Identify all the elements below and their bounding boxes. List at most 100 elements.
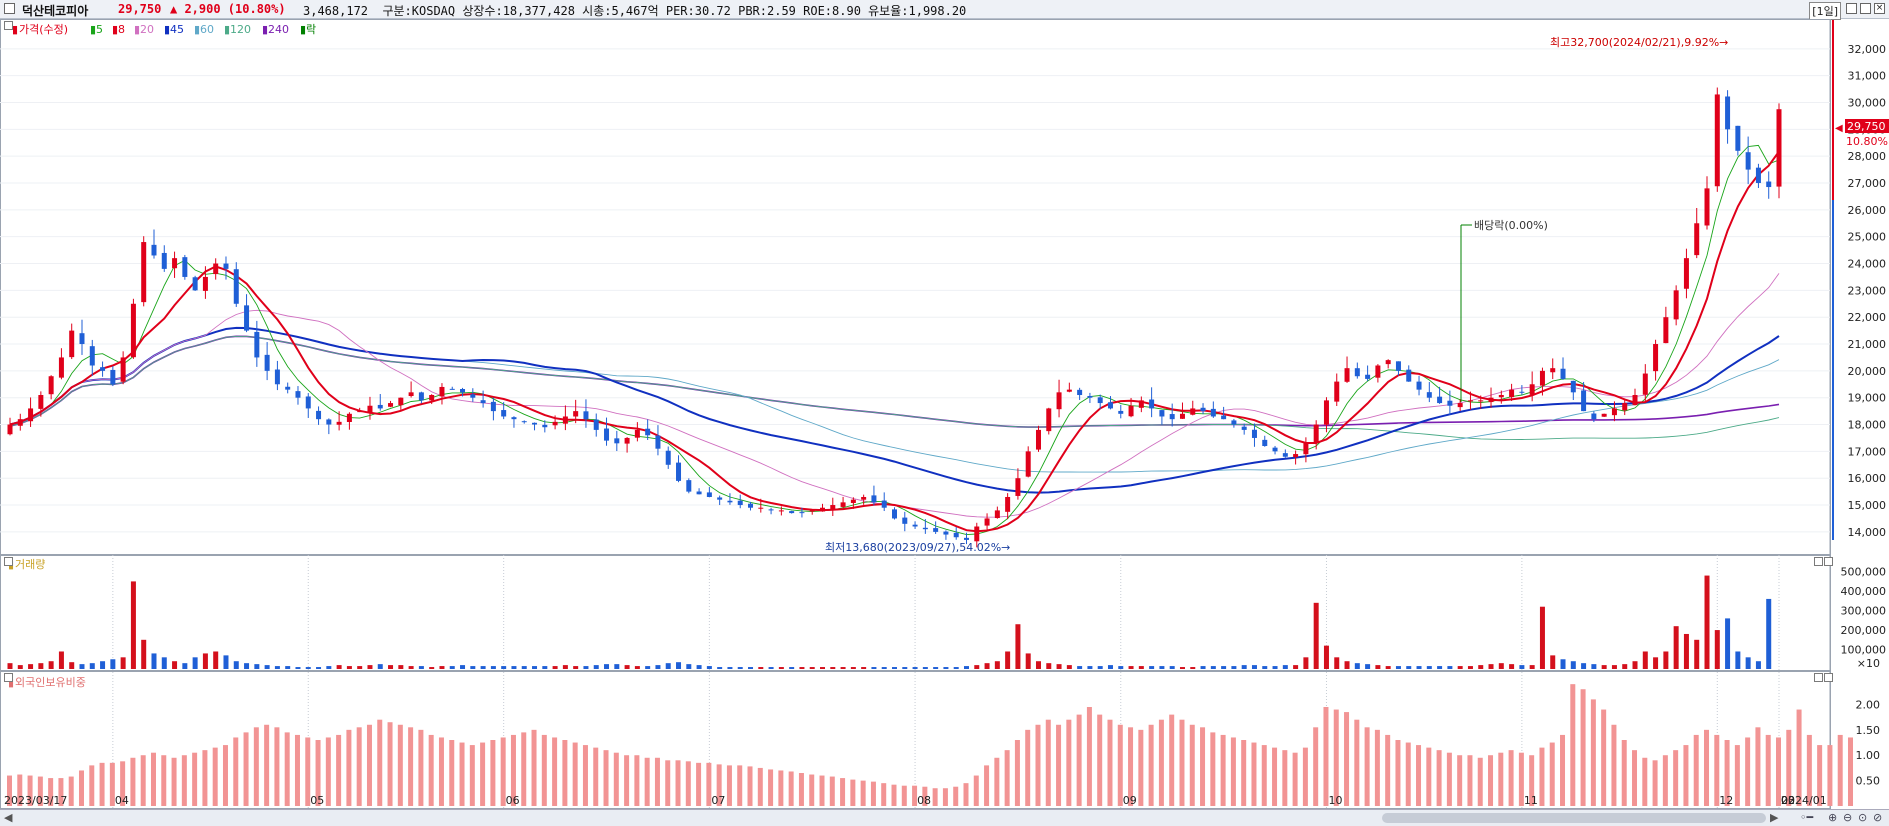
volume-bar [1149, 666, 1155, 669]
volume-bar [1457, 666, 1463, 669]
candle-body [1210, 408, 1216, 417]
candle-body [1313, 424, 1319, 443]
candle-body [1035, 429, 1041, 450]
volume-bar [1560, 659, 1566, 669]
volume-bar [449, 666, 455, 669]
volume-bar [1262, 666, 1268, 669]
candle-body [1221, 415, 1227, 420]
candle-body [346, 413, 352, 422]
volume-bar [1354, 663, 1360, 669]
foreign-bar [1169, 714, 1175, 806]
volume-unit-label: ×10 [1857, 657, 1880, 670]
foreign-tick-label: 1.00 [1856, 749, 1881, 762]
volume-panel-max-icon[interactable] [1814, 557, 1823, 566]
candle-body [1488, 397, 1494, 403]
foreign-bar [1025, 729, 1031, 806]
foreign-bar [1302, 747, 1308, 806]
volume-bar [1303, 657, 1309, 669]
foreign-bar [1014, 740, 1020, 806]
volume-bar [161, 657, 167, 669]
candle-body [655, 435, 661, 449]
scroll-thumb[interactable] [1382, 813, 1766, 823]
scroll-left-icon[interactable]: ◀ [4, 811, 13, 824]
candle-body [511, 417, 517, 420]
foreign-bar [1354, 719, 1360, 806]
volume-bar [521, 666, 527, 669]
candle-body [357, 411, 363, 413]
volume-bar [542, 666, 548, 669]
price-tick-label: 24,000 [1848, 258, 1887, 271]
date-label: 07 [711, 794, 725, 807]
volume-bar [1272, 666, 1278, 669]
volume-bar [1611, 665, 1617, 669]
candle-body [1107, 402, 1113, 409]
foreign-panel-menu-icon[interactable] [4, 673, 13, 682]
maximize-icon[interactable] [1860, 3, 1871, 14]
foreign-bar [1323, 707, 1329, 806]
foreign-bar [1179, 719, 1185, 806]
foreign-panel-max-icon[interactable] [1814, 673, 1823, 682]
scroll-right-icon[interactable]: ▶ [1770, 811, 1779, 824]
candle-body [1231, 420, 1237, 425]
candle-body [490, 401, 496, 412]
candle-body [1169, 414, 1175, 420]
price-tick-label: 27,000 [1848, 177, 1887, 190]
volume-panel-menu-icon[interactable] [4, 557, 13, 566]
foreign-bar [973, 775, 979, 806]
candle-body [1457, 403, 1463, 408]
volume-panel-close-icon[interactable] [1824, 557, 1833, 566]
foreign-bar [531, 729, 537, 806]
price-tick-label: 16,000 [1848, 472, 1887, 485]
candle-body [172, 258, 178, 269]
volume-bar [778, 667, 784, 669]
foreign-bar [613, 752, 619, 806]
candle-body [912, 524, 918, 527]
volume-bar [1581, 663, 1587, 669]
foreign-bar [469, 745, 475, 806]
volume-bar [151, 653, 157, 669]
foreign-bar [109, 762, 115, 806]
close-icon[interactable]: × [1874, 3, 1885, 14]
price-tick-label: 15,000 [1848, 499, 1887, 512]
zoom-out-icon[interactable]: ⊖ [1843, 811, 1853, 824]
zoom-reset-icon[interactable]: ⊙ [1858, 811, 1868, 824]
zoom-in-icon[interactable]: ⊕ [1828, 811, 1838, 824]
candle-body [17, 419, 23, 426]
foreign-bar [37, 776, 43, 806]
volume-bar [789, 667, 795, 669]
restore-icon[interactable] [1846, 3, 1857, 14]
candle-body [305, 396, 311, 409]
volume-bar [1365, 664, 1371, 669]
zoom-fit-icon[interactable]: ⊘ [1873, 811, 1883, 824]
scroll-bar[interactable]: ◀ ▶ ◦━ ⊕ ⊖ ⊙ ⊘ [0, 809, 1889, 826]
zoom-slider-icon[interactable]: ◦━ [1800, 811, 1814, 824]
foreign-bar [1580, 689, 1586, 806]
foreign-bar [274, 727, 280, 806]
volume-tick-label: 400,000 [1841, 585, 1887, 598]
volume-bar [1550, 655, 1556, 669]
legend-ma-label: 60 [200, 23, 214, 36]
foreign-bar [850, 779, 856, 806]
volume-bar [706, 666, 712, 669]
candle-body [1272, 447, 1278, 452]
select-checkbox[interactable] [4, 3, 15, 14]
candle-body [182, 257, 188, 277]
foreign-bar [768, 769, 774, 806]
foreign-bar [1570, 684, 1576, 806]
candle-body [388, 403, 394, 407]
price-panel-menu-icon[interactable] [4, 21, 13, 30]
candle-body [552, 421, 558, 426]
candle-body [1385, 360, 1391, 365]
candle-body [1478, 400, 1484, 402]
candle-body [1704, 188, 1710, 226]
volume-bar [748, 667, 754, 669]
foreign-bar [1827, 745, 1833, 806]
volume-bar [1704, 575, 1710, 669]
candle-body [645, 428, 651, 436]
foreign-panel-close-icon[interactable] [1824, 673, 1833, 682]
foreign-bar [500, 737, 506, 806]
volume-bar [120, 657, 126, 669]
foreign-bar [1045, 719, 1051, 806]
date-label: 10 [1328, 794, 1342, 807]
